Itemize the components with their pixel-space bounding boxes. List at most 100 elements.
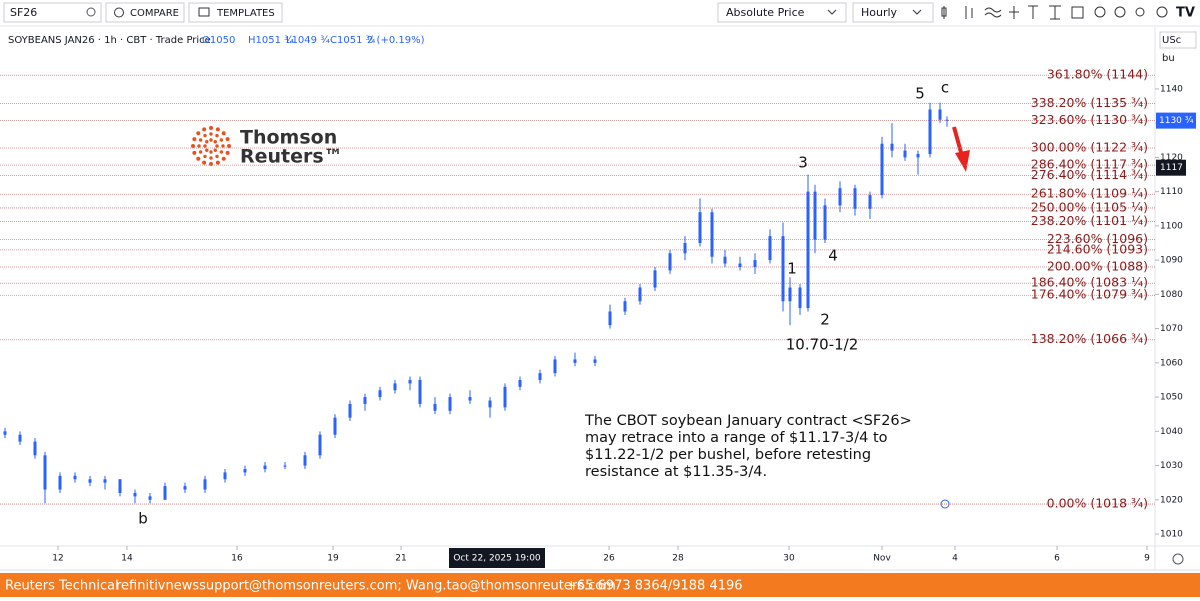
candle-body bbox=[163, 486, 167, 500]
candle-body bbox=[653, 270, 657, 288]
y-tick-label: 1100 bbox=[1160, 221, 1183, 231]
last-price-label: 1130 ¾ bbox=[1159, 116, 1194, 126]
logo-dot bbox=[197, 144, 201, 148]
logo-dot bbox=[196, 156, 201, 161]
y-tick-label: 1110 bbox=[1160, 187, 1183, 197]
logo-dot bbox=[215, 144, 219, 148]
y-tick-label: 1140 bbox=[1160, 84, 1183, 94]
y-tick-label: 1040 bbox=[1160, 427, 1183, 437]
note-line: The CBOT soybean January contract <SF26> bbox=[584, 413, 912, 429]
logo-dot bbox=[215, 160, 220, 165]
tool-icons[interactable] bbox=[941, 5, 1168, 20]
logo-dot bbox=[221, 156, 226, 161]
candle-body bbox=[203, 479, 207, 490]
compare-icon bbox=[114, 7, 124, 18]
logo-dot bbox=[209, 156, 213, 160]
wave-label: c bbox=[941, 79, 949, 97]
interval: Hourly bbox=[861, 6, 898, 19]
last-price-box bbox=[1156, 112, 1196, 129]
logo-dot bbox=[225, 137, 230, 142]
candle-body bbox=[890, 143, 894, 151]
fib-label: 300.00% (1122 ¾) bbox=[1031, 140, 1148, 155]
y-tick-label: 1020 bbox=[1160, 495, 1183, 505]
logo-dot bbox=[213, 140, 217, 144]
legend-title: SOYBEANS JAN26 · 1h · CBT · Trade Price bbox=[8, 35, 211, 46]
candle-body bbox=[118, 479, 122, 493]
candle-body bbox=[738, 263, 742, 267]
note-line: resistance at $11.35-3/4. bbox=[585, 464, 767, 480]
candle-body bbox=[378, 390, 382, 398]
wave-label: 5 bbox=[915, 85, 925, 103]
wave-label: 4 bbox=[828, 247, 838, 265]
candle-body bbox=[608, 311, 612, 326]
interval-select[interactable] bbox=[852, 2, 934, 23]
fib-label: 138.20% (1066 ¾) bbox=[1031, 331, 1148, 346]
legend-open: O1050 bbox=[202, 35, 235, 46]
dropdown-arrow bbox=[827, 9, 837, 15]
unit-box[interactable] bbox=[1159, 31, 1197, 49]
symbol-input[interactable] bbox=[3, 2, 102, 23]
search-icon[interactable] bbox=[86, 7, 96, 17]
fib-label: 223.60% (1096) bbox=[1047, 231, 1148, 246]
candle-body bbox=[303, 455, 307, 466]
candle-body bbox=[573, 359, 577, 363]
footer-emails: refinitivnewssupport@thomsonreuters.com;… bbox=[116, 579, 616, 594]
logo-dot bbox=[202, 160, 207, 165]
legend-close: C1051 ¾ bbox=[330, 35, 376, 46]
candle-body bbox=[916, 153, 920, 158]
wave-label: 10.70-1/2 bbox=[786, 336, 859, 354]
candle-body bbox=[768, 236, 772, 261]
price-mode-select[interactable] bbox=[717, 2, 847, 23]
candle-body bbox=[318, 434, 322, 456]
x-tick-label: 21 bbox=[395, 554, 406, 564]
logo-dot bbox=[209, 150, 213, 154]
x-tick-label: 9 bbox=[1144, 554, 1150, 564]
candle-body bbox=[348, 403, 352, 418]
logo-dot bbox=[219, 150, 224, 154]
fib-label: 323.60% (1130 ¾) bbox=[1031, 112, 1148, 127]
y-tick-label: 1010 bbox=[1160, 530, 1183, 540]
tv-logo: TV bbox=[1176, 6, 1195, 21]
x-tick-label: 12 bbox=[52, 554, 63, 564]
candle-body bbox=[668, 253, 672, 271]
logo-dot bbox=[227, 144, 231, 148]
wave-label: 1 bbox=[787, 260, 797, 278]
y-tick-label: 1030 bbox=[1160, 461, 1183, 471]
logo-dot bbox=[215, 127, 220, 132]
x-tick-label: 19 bbox=[327, 554, 339, 564]
crosshair-x-label: Oct 22, 2025 19:00 bbox=[453, 554, 541, 564]
logo-dot bbox=[203, 154, 207, 159]
note-line: may retrace into a range of $11.17-3/4 t… bbox=[585, 430, 888, 446]
candle-body bbox=[710, 212, 714, 257]
compare-label: COMPARE bbox=[130, 8, 179, 19]
compare-button[interactable] bbox=[105, 2, 185, 23]
candle-body bbox=[928, 109, 932, 154]
candle-body bbox=[18, 434, 22, 442]
candle-body bbox=[243, 468, 247, 473]
footer-phone: +65 6973 8364/9188 4196 bbox=[566, 579, 743, 594]
fib-label: 338.20% (1135 ¾) bbox=[1031, 95, 1148, 110]
candle-body bbox=[148, 496, 152, 500]
candle-body bbox=[553, 359, 557, 374]
settings-icon[interactable] bbox=[1172, 553, 1184, 565]
logo-dot bbox=[196, 131, 201, 136]
wave-label: 2 bbox=[820, 311, 830, 329]
crosshair-y-box bbox=[1156, 159, 1186, 176]
templates-icon bbox=[198, 7, 210, 17]
x-tick-label: 6 bbox=[1054, 554, 1060, 564]
fib-label: 261.80% (1109 ¼) bbox=[1031, 186, 1148, 201]
crosshair-x-box bbox=[449, 548, 545, 568]
x-tick-label: 30 bbox=[783, 554, 795, 564]
price-mode: Absolute Price bbox=[726, 6, 805, 19]
templates-button[interactable] bbox=[188, 2, 283, 23]
legend-low: L1049 ¾ bbox=[286, 35, 330, 46]
logo-dot bbox=[192, 137, 197, 142]
candle-body bbox=[723, 256, 727, 264]
candle-body bbox=[43, 455, 47, 490]
logo-dot bbox=[215, 133, 219, 138]
x-tick-label: 16 bbox=[231, 554, 243, 564]
logo-dot bbox=[209, 132, 213, 136]
fib-label: 186.40% (1083 ¼) bbox=[1031, 275, 1148, 290]
candle-body bbox=[853, 188, 857, 209]
y-tick-label: 1070 bbox=[1160, 324, 1183, 334]
